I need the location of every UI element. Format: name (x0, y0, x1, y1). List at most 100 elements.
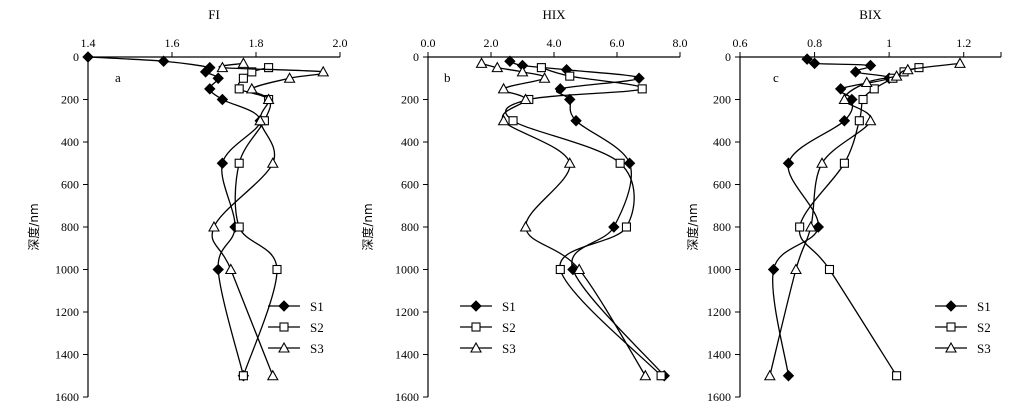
data-point (564, 93, 576, 106)
data-point (212, 72, 224, 84)
chart-panel-b: HIX 0.0 2.0 4.0 6.0 8.0 0 200 400 600 800 1000 1200 1… (360, 7, 688, 404)
chart-panel-a: FI 1.4 1.6 1.8 2.0 0 200 400 600 800 1000 1200 1400 1… (26, 7, 348, 404)
data-point (782, 370, 795, 382)
y-tick-label: 1600 (395, 390, 419, 404)
data-point (563, 157, 576, 168)
data-point (849, 66, 862, 78)
legend-entry: S2 (310, 320, 324, 335)
x-tick-label: 6.0 (610, 36, 625, 50)
data-point (801, 53, 813, 65)
series-S1 (504, 55, 670, 382)
data-point (266, 369, 279, 381)
data-point (497, 114, 510, 126)
chart-title: FI (208, 7, 220, 22)
data-point (272, 264, 282, 275)
data-point (283, 72, 296, 83)
y-tick-label: 1200 (395, 305, 419, 319)
y-tick-label: 400 (61, 135, 79, 149)
data-point (608, 221, 620, 233)
data-point (216, 61, 229, 73)
data-point (234, 222, 244, 232)
data-point (816, 157, 828, 168)
data-point (262, 93, 275, 105)
panel-letter: a (115, 70, 121, 85)
data-point (795, 222, 805, 232)
data-point (204, 83, 216, 95)
y-tick-label: 800 (61, 220, 79, 234)
y-tick-label: 1400 (395, 348, 419, 362)
series-S1 (767, 53, 895, 382)
x-tick-label: 1.8 (249, 36, 264, 50)
chart-title: HIX (542, 7, 566, 22)
data-point (245, 82, 258, 94)
legend-entry: S2 (502, 320, 516, 335)
series-line (772, 58, 890, 376)
data-point (266, 157, 279, 168)
data-point (238, 371, 248, 381)
data-point (516, 65, 529, 77)
y-tick-label: 0 (73, 50, 79, 64)
data-point (838, 115, 851, 127)
legend: S1 S2 S3 (460, 299, 516, 356)
data-point (890, 69, 903, 81)
data-point (846, 93, 858, 106)
data-point (208, 220, 220, 232)
legend: S1 S2 S3 (935, 299, 991, 356)
data-point (633, 72, 645, 84)
data-point (637, 84, 647, 94)
data-point (854, 116, 864, 126)
data-point (504, 55, 516, 67)
data-point (615, 158, 625, 168)
x-tick-label: 1.2 (956, 36, 971, 50)
legend-marker (279, 322, 289, 332)
x-tick-label: 8.0 (673, 36, 688, 50)
data-point (497, 82, 510, 94)
y-tick-label: 1600 (707, 390, 731, 404)
y-axis-label: 深度/nm (685, 203, 700, 250)
chart-panel-c: BIX 0.6 0.8 1 1.2 0 200 400 600 800 1000 1200 1400 16… (685, 7, 1002, 404)
data-point (573, 263, 586, 275)
data-point (656, 371, 666, 381)
legend-entry: S3 (310, 341, 324, 356)
legend-marker (471, 322, 481, 332)
data-point (317, 65, 330, 77)
x-tick-label: 2.0 (333, 36, 348, 50)
x-tick-label: 4.0 (547, 36, 562, 50)
y-tick-label: 400 (401, 135, 419, 149)
data-point (237, 57, 250, 68)
data-point (767, 263, 780, 276)
legend-marker (470, 341, 482, 353)
data-point (519, 93, 532, 105)
data-point (247, 67, 257, 77)
data-point (519, 220, 532, 232)
x-tick-label: 1.6 (165, 36, 180, 50)
data-point (824, 264, 835, 275)
y-tick-label: 0 (725, 50, 731, 64)
series-line (87, 56, 261, 376)
data-point (623, 157, 636, 169)
data-point (224, 263, 237, 275)
series-line (769, 62, 961, 376)
legend-entry: S1 (502, 299, 516, 314)
legend-marker (278, 300, 290, 312)
y-tick-label: 200 (401, 93, 419, 107)
data-point (804, 220, 817, 232)
data-point (869, 84, 879, 94)
data-point (491, 61, 504, 73)
y-tick-label: 1400 (707, 348, 731, 362)
series-line (509, 60, 665, 377)
y-tick-label: 600 (401, 178, 419, 192)
data-point (82, 51, 94, 63)
y-tick-label: 1200 (707, 305, 731, 319)
legend-entry: S3 (502, 341, 516, 356)
legend-entry: S1 (977, 299, 991, 314)
x-tick-label: 1 (886, 36, 892, 50)
y-tick-label: 200 (713, 93, 731, 107)
data-point (254, 114, 267, 126)
panel-letter: c (773, 70, 779, 85)
data-point (216, 93, 229, 106)
legend: S1 S2 S3 (268, 299, 324, 356)
y-axis-label: 深度/nm (26, 203, 41, 250)
y-tick-label: 600 (713, 178, 731, 192)
